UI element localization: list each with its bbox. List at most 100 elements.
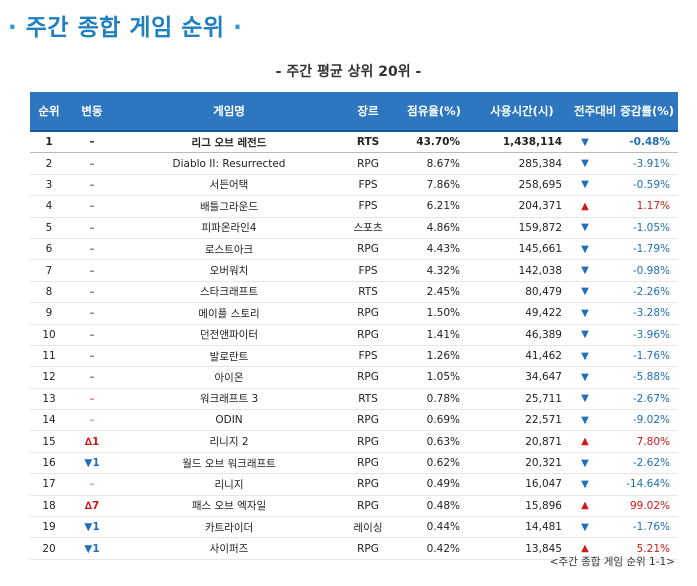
share-cell: 0.69% [394, 409, 474, 432]
down-arrow-icon: ▼ [570, 366, 600, 389]
genre-cell: RPG [342, 452, 394, 475]
share-cell: 0.48% [394, 495, 474, 518]
down-arrow-icon: ▼ [570, 473, 600, 496]
game-name-cell: 로스트아크 [116, 238, 342, 261]
rate-cell: -2.62% [600, 452, 679, 475]
rank-cell: 16 [30, 452, 68, 475]
genre-cell: FPS [342, 195, 394, 218]
hours-cell: 285,384 [474, 152, 570, 175]
game-name-cell: 발로란트 [116, 345, 342, 368]
rank-cell: 15 [30, 430, 68, 453]
rank-cell: 7 [30, 259, 68, 282]
genre-cell: 스포츠 [342, 217, 394, 239]
rank-cell: 3 [30, 174, 68, 197]
hours-cell: 14,481 [474, 516, 570, 539]
change-cell: ∆1 [68, 430, 116, 453]
rank-cell: 1 [30, 131, 68, 154]
table-row: 5– 피파온라인4 스포츠 4.86% 159,872 ▼ -1.05% [30, 217, 679, 239]
genre-cell: RPG [342, 537, 394, 560]
genre-cell: RTS [342, 281, 394, 304]
hours-cell: 25,711 [474, 388, 570, 411]
share-cell: 0.62% [394, 452, 474, 475]
down-arrow-icon: ▼ [570, 345, 600, 368]
genre-cell: RPG [342, 302, 394, 325]
change-cell: ▼1 [68, 452, 116, 475]
rank-cell: 19 [30, 516, 68, 539]
rank-cell: 14 [30, 409, 68, 432]
hours-cell: 22,571 [474, 409, 570, 432]
share-cell: 0.63% [394, 430, 474, 453]
hours-cell: 204,371 [474, 195, 570, 218]
hours-cell: 1,438,114 [474, 131, 570, 154]
change-cell: ▼1 [68, 537, 116, 560]
down-arrow-icon: ▼ [570, 388, 600, 411]
col-header-name: 게임명 [116, 92, 342, 132]
rate-cell: -3.28% [600, 302, 679, 325]
rank-cell: 9 [30, 302, 68, 325]
change-cell: – [68, 302, 116, 325]
table-row: 10– 던전앤파이터 RPG 1.41% 46,389 ▼ -3.96% [30, 324, 679, 346]
down-arrow-icon: ▼ [570, 238, 600, 261]
rate-cell: -9.02% [600, 409, 679, 432]
genre-cell: RTS [342, 131, 394, 154]
share-cell: 2.45% [394, 281, 474, 304]
change-cell: – [68, 238, 116, 261]
game-name-cell: 카트라이더 [116, 516, 342, 539]
rate-cell: 99.02% [600, 495, 679, 518]
rank-cell: 6 [30, 238, 68, 261]
game-name-cell: 서든어택 [116, 174, 342, 197]
down-arrow-icon: ▼ [570, 302, 600, 325]
change-cell: ▼1 [68, 516, 116, 539]
hours-cell: 142,038 [474, 259, 570, 282]
change-cell: – [68, 259, 116, 282]
change-cell: – [68, 131, 116, 154]
col-header-rate: 전주대비 증감률(%) [570, 92, 679, 132]
share-cell: 1.26% [394, 345, 474, 368]
table-row: 18 ∆7 패스 오브 엑자일 RPG 0.48% 15,896 ▲ 99.02% [30, 495, 679, 518]
table-row: 14– ODIN RPG 0.69% 22,571 ▼ -9.02% [30, 409, 679, 432]
share-cell: 43.70% [394, 131, 474, 154]
share-cell: 4.43% [394, 238, 474, 261]
rank-cell: 5 [30, 217, 68, 239]
genre-cell: RPG [342, 152, 394, 175]
genre-cell: RPG [342, 238, 394, 261]
table-row: 9– 메이플 스토리 RPG 1.50% 49,422 ▼ -3.28% [30, 302, 679, 325]
table-header-row: 순위 변동 게임명 장르 점유율(%) 사용시간(시) 전주대비 증감률(%) [30, 92, 679, 132]
share-cell: 0.42% [394, 537, 474, 560]
col-header-rank: 순위 [30, 92, 68, 132]
rank-cell: 20 [30, 537, 68, 560]
down-arrow-icon: ▼ [570, 452, 600, 475]
genre-cell: FPS [342, 174, 394, 197]
hours-cell: 80,479 [474, 281, 570, 304]
rank-cell: 17 [30, 473, 68, 496]
col-header-genre: 장르 [342, 92, 394, 132]
table-subtitle: - 주간 평균 상위 20위 - [275, 64, 422, 80]
share-cell: 4.86% [394, 217, 474, 239]
genre-cell: RPG [342, 409, 394, 432]
rate-cell: -3.96% [600, 324, 679, 346]
rate-cell: -0.98% [600, 259, 679, 282]
game-name-cell: 피파온라인4 [116, 217, 342, 239]
share-cell: 7.86% [394, 174, 474, 197]
hours-cell: 16,047 [474, 473, 570, 496]
down-arrow-icon: ▼ [570, 409, 600, 432]
rate-cell: 5.21% [600, 537, 679, 560]
rate-cell: -1.05% [600, 217, 679, 239]
up-arrow-icon: ▲ [570, 195, 600, 218]
table-row: 12– 아이온 RPG 1.05% 34,647 ▼ -5.88% [30, 366, 679, 389]
genre-cell: RPG [342, 430, 394, 453]
game-name-cell: 배틀그라운드 [116, 195, 342, 218]
table-row: 17– 리니지 RPG 0.49% 16,047 ▼ -14.64% [30, 473, 679, 496]
table-row: 13– 워크래프트 3 RTS 0.78% 25,711 ▼ -2.67% [30, 388, 679, 411]
down-arrow-icon: ▼ [570, 217, 600, 239]
rate-cell: -2.67% [600, 388, 679, 411]
share-cell: 1.05% [394, 366, 474, 389]
change-cell: – [68, 324, 116, 346]
rank-cell: 4 [30, 195, 68, 218]
table-row: 6– 로스트아크 RPG 4.43% 145,661 ▼ -1.79% [30, 238, 679, 261]
hours-cell: 159,872 [474, 217, 570, 239]
change-cell: – [68, 388, 116, 411]
up-arrow-icon: ▲ [570, 430, 600, 453]
change-cell: – [68, 366, 116, 389]
share-cell: 4.32% [394, 259, 474, 282]
